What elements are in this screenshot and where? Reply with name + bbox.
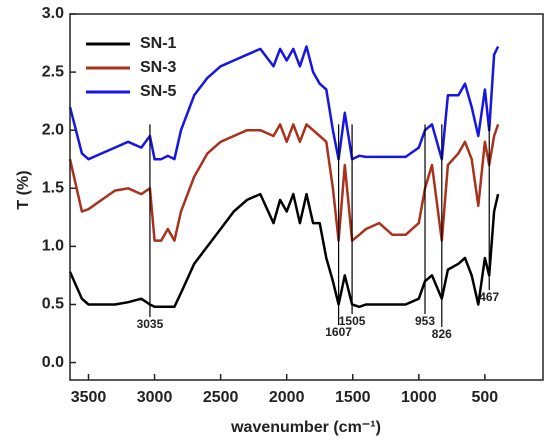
x-tick-label: 3500 bbox=[71, 389, 107, 406]
plot-frame bbox=[69, 13, 544, 381]
y-tick-label: 3.0 bbox=[42, 5, 64, 22]
annotation-label: 1505 bbox=[339, 314, 366, 328]
y-tick-label: 1.5 bbox=[42, 180, 64, 197]
x-tick-label: 3000 bbox=[137, 389, 173, 406]
series-line bbox=[68, 192, 500, 309]
y-tick-label: 0.0 bbox=[42, 354, 64, 371]
legend-label: SN-5 bbox=[140, 83, 177, 100]
x-tick-label: 2500 bbox=[203, 389, 239, 406]
legend-label: SN-3 bbox=[140, 59, 177, 76]
annotation-label: 467 bbox=[479, 290, 499, 304]
annotation-label: 953 bbox=[415, 314, 435, 328]
x-tick-label: 1500 bbox=[335, 389, 371, 406]
x-axis-label: wavenumber (cm⁻¹) bbox=[230, 419, 381, 436]
y-tick-label: 1.0 bbox=[42, 238, 64, 255]
y-axis-label: T (%) bbox=[15, 170, 32, 209]
y-tick-label: 0.5 bbox=[42, 296, 64, 313]
legend-label: SN-1 bbox=[140, 35, 177, 52]
x-tick-label: 2000 bbox=[269, 389, 305, 406]
y-tick-label: 2.5 bbox=[42, 63, 64, 80]
x-tick-label: 500 bbox=[472, 389, 499, 406]
annotation-label: 826 bbox=[432, 327, 452, 341]
annotation-label: 1607 bbox=[325, 325, 352, 339]
y-tick-label: 2.0 bbox=[42, 121, 64, 138]
series-line bbox=[68, 45, 500, 161]
series-line bbox=[68, 123, 500, 242]
annotation-label: 3035 bbox=[137, 317, 164, 331]
x-tick-label: 1000 bbox=[401, 389, 437, 406]
